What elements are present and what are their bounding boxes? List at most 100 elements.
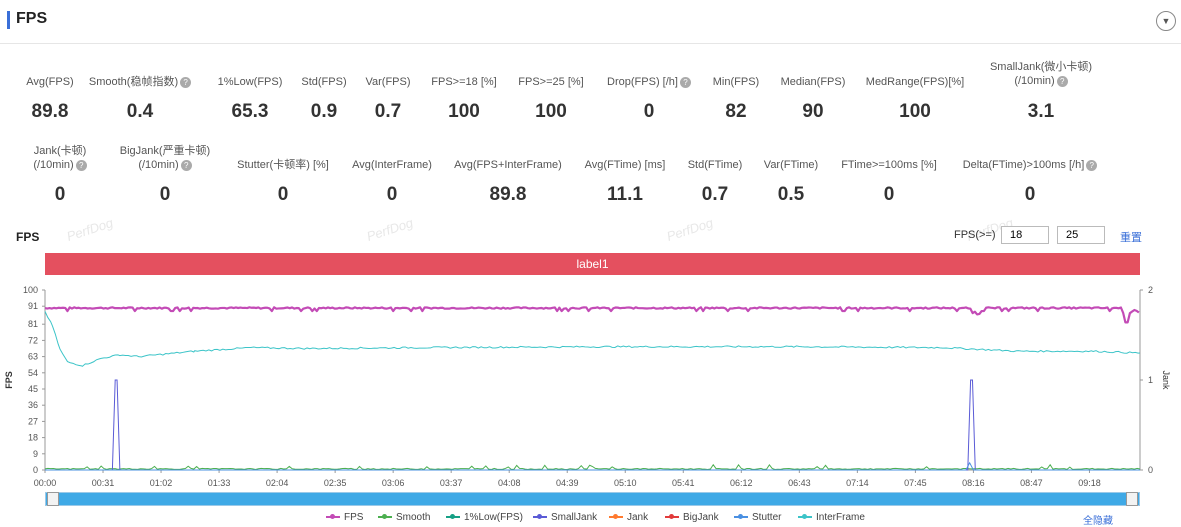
metric-value: 90 xyxy=(802,101,824,122)
fps-threshold-2-input[interactable] xyxy=(1057,226,1105,244)
legend-swatch xyxy=(326,514,340,520)
metric-label: FPS>=25 [%] xyxy=(471,75,631,89)
stutter-series-line xyxy=(45,461,1140,471)
y-tick-label: 36 xyxy=(28,400,38,410)
y-tick-label: 54 xyxy=(28,368,38,378)
legend-item[interactable]: InterFrame xyxy=(798,512,865,523)
help-icon[interactable]: ? xyxy=(1056,75,1068,87)
legend-label: FPS xyxy=(344,512,364,523)
metric-row2-9: Delta(FTime)>100ms [/h]? 0 xyxy=(950,158,1110,205)
metric-label-text: Avg(InterFrame) xyxy=(352,159,432,171)
metric-row1-1: Smooth(稳帧指数)? 0.4 xyxy=(60,75,220,122)
help-icon[interactable]: ? xyxy=(75,159,87,171)
metric-label: Avg(FPS+InterFrame) xyxy=(428,158,588,172)
legend-item[interactable]: BigJank xyxy=(665,512,719,523)
x-tick-label: 00:31 xyxy=(92,478,115,488)
label-band[interactable]: label1 xyxy=(45,253,1140,275)
metric-label: Std(FTime) xyxy=(635,158,795,172)
y2-tick-label: 2 xyxy=(1148,285,1153,295)
metric-label: Drop(FPS) [/h]? xyxy=(569,75,729,89)
legend-item[interactable]: SmallJank xyxy=(533,512,597,523)
metric-label-unit: (/10min) xyxy=(33,159,74,171)
metric-label: Var(FTime) xyxy=(711,158,871,172)
metric-value: 82 xyxy=(725,101,747,122)
metric-value: 89.8 xyxy=(31,101,69,122)
metric-label-text: Min(FPS) xyxy=(712,76,760,88)
fps-series-line xyxy=(44,306,1140,324)
metric-value: 65.3 xyxy=(231,101,269,122)
metric-row1-9: Median(FPS) 90 xyxy=(733,75,893,122)
legend-label: Stutter xyxy=(752,512,782,523)
metric-row2-5: Avg(FTime) [ms] 11.1 xyxy=(545,158,705,205)
legend-swatch xyxy=(798,514,812,520)
metric-label-unit: (/10min) xyxy=(138,159,179,171)
legend-item[interactable]: Jank xyxy=(609,512,648,523)
hide-all-button[interactable]: 全隐藏 xyxy=(1083,516,1113,527)
fps-threshold-1-input[interactable] xyxy=(1001,226,1049,244)
legend-item[interactable]: 1%Low(FPS) xyxy=(446,512,523,523)
help-icon[interactable]: ? xyxy=(679,76,691,88)
x-tick-label: 04:08 xyxy=(498,478,521,488)
metric-label-text: FPS>=18 [%] xyxy=(431,76,497,88)
metric-label-text: Drop(FPS) [/h] xyxy=(607,76,678,88)
metric-value: 100 xyxy=(448,101,480,122)
metric-row1-6: FPS>=25 [%] 100 xyxy=(471,75,631,122)
x-tick-label: 07:45 xyxy=(904,478,927,488)
legend-label: 1%Low(FPS) xyxy=(464,512,523,523)
collapse-chevron-icon[interactable]: ▼ xyxy=(1156,11,1176,31)
help-icon[interactable]: ? xyxy=(180,159,192,171)
metric-label-text: Jank(卡顿) xyxy=(33,145,87,157)
metric-label-unit: (/10min) xyxy=(1014,75,1055,87)
slider-right-handle[interactable] xyxy=(1126,492,1138,506)
x-tick-label: 05:10 xyxy=(614,478,637,488)
metric-value: 89.8 xyxy=(489,184,527,205)
metric-label-text: SmallJank(微小卡顿) xyxy=(989,61,1093,73)
reset-button[interactable]: 重置 xyxy=(1120,232,1142,244)
y-tick-label: 9 xyxy=(33,449,38,459)
time-range-slider[interactable] xyxy=(45,492,1140,506)
x-tick-label: 06:12 xyxy=(730,478,753,488)
help-icon[interactable]: ? xyxy=(180,76,192,88)
metric-value: 0.5 xyxy=(777,184,805,205)
legend-label: BigJank xyxy=(683,512,719,523)
metric-label: Jank(卡顿) xyxy=(0,144,140,158)
metric-label-text: Avg(FPS) xyxy=(26,76,74,88)
smalljank-series-line xyxy=(45,379,1140,471)
metric-value: 100 xyxy=(899,101,931,122)
metric-value: 0.7 xyxy=(374,101,402,122)
metric-value: 100 xyxy=(535,101,567,122)
legend-item[interactable]: Stutter xyxy=(734,512,781,523)
legend-item[interactable]: FPS xyxy=(326,512,363,523)
y-tick-label: 27 xyxy=(28,416,38,426)
metric-row1-2: 1%Low(FPS) 65.3 xyxy=(170,75,330,122)
interframe-series-line xyxy=(44,311,1141,367)
metric-label-text: Avg(FTime) [ms] xyxy=(584,159,666,171)
chart-legend: FPS Smooth 1%Low(FPS) SmallJank Jank BigJank S… xyxy=(0,512,1181,526)
metric-value: 0 xyxy=(386,184,398,205)
metric-label-text: BigJank(严重卡顿) xyxy=(119,145,211,157)
metric-value: 0 xyxy=(643,101,655,122)
metric-row1-7: Drop(FPS) [/h]? 0 xyxy=(569,75,729,122)
legend-item[interactable]: Smooth xyxy=(378,512,430,523)
slider-left-handle[interactable] xyxy=(47,492,59,506)
metric-row2-4: Avg(FPS+InterFrame) 89.8 xyxy=(428,158,588,205)
metric-row1-8: Min(FPS) 82 xyxy=(656,75,816,122)
metric-label: Avg(FPS) xyxy=(0,75,130,89)
x-tick-label: 06:43 xyxy=(788,478,811,488)
y-tick-label: 100 xyxy=(23,285,38,295)
y-tick-label: 91 xyxy=(28,301,38,311)
metric-label-text: FPS>=25 [%] xyxy=(518,76,584,88)
y-tick-label: 45 xyxy=(28,384,38,394)
metric-value: 3.1 xyxy=(1027,101,1055,122)
y-tick-label: 0 xyxy=(33,465,38,475)
legend-swatch xyxy=(446,514,460,520)
y2-axis-title: Jank xyxy=(1161,370,1171,390)
help-icon[interactable]: ? xyxy=(1086,159,1098,171)
metric-row1-3: Std(FPS) 0.9 xyxy=(244,75,404,122)
metric-label-text: Var(FTime) xyxy=(763,159,819,171)
y-tick-label: 81 xyxy=(28,319,38,329)
fps-chart[interactable]: 0 9 18 27 36 45 54 63 72 81 91 100 0 1 2 FPS Jank 00:00 00… xyxy=(0,280,1181,492)
y2-tick-label: 1 xyxy=(1148,375,1153,385)
metric-label-text: 1%Low(FPS) xyxy=(217,76,283,88)
x-tick-label: 04:39 xyxy=(556,478,579,488)
